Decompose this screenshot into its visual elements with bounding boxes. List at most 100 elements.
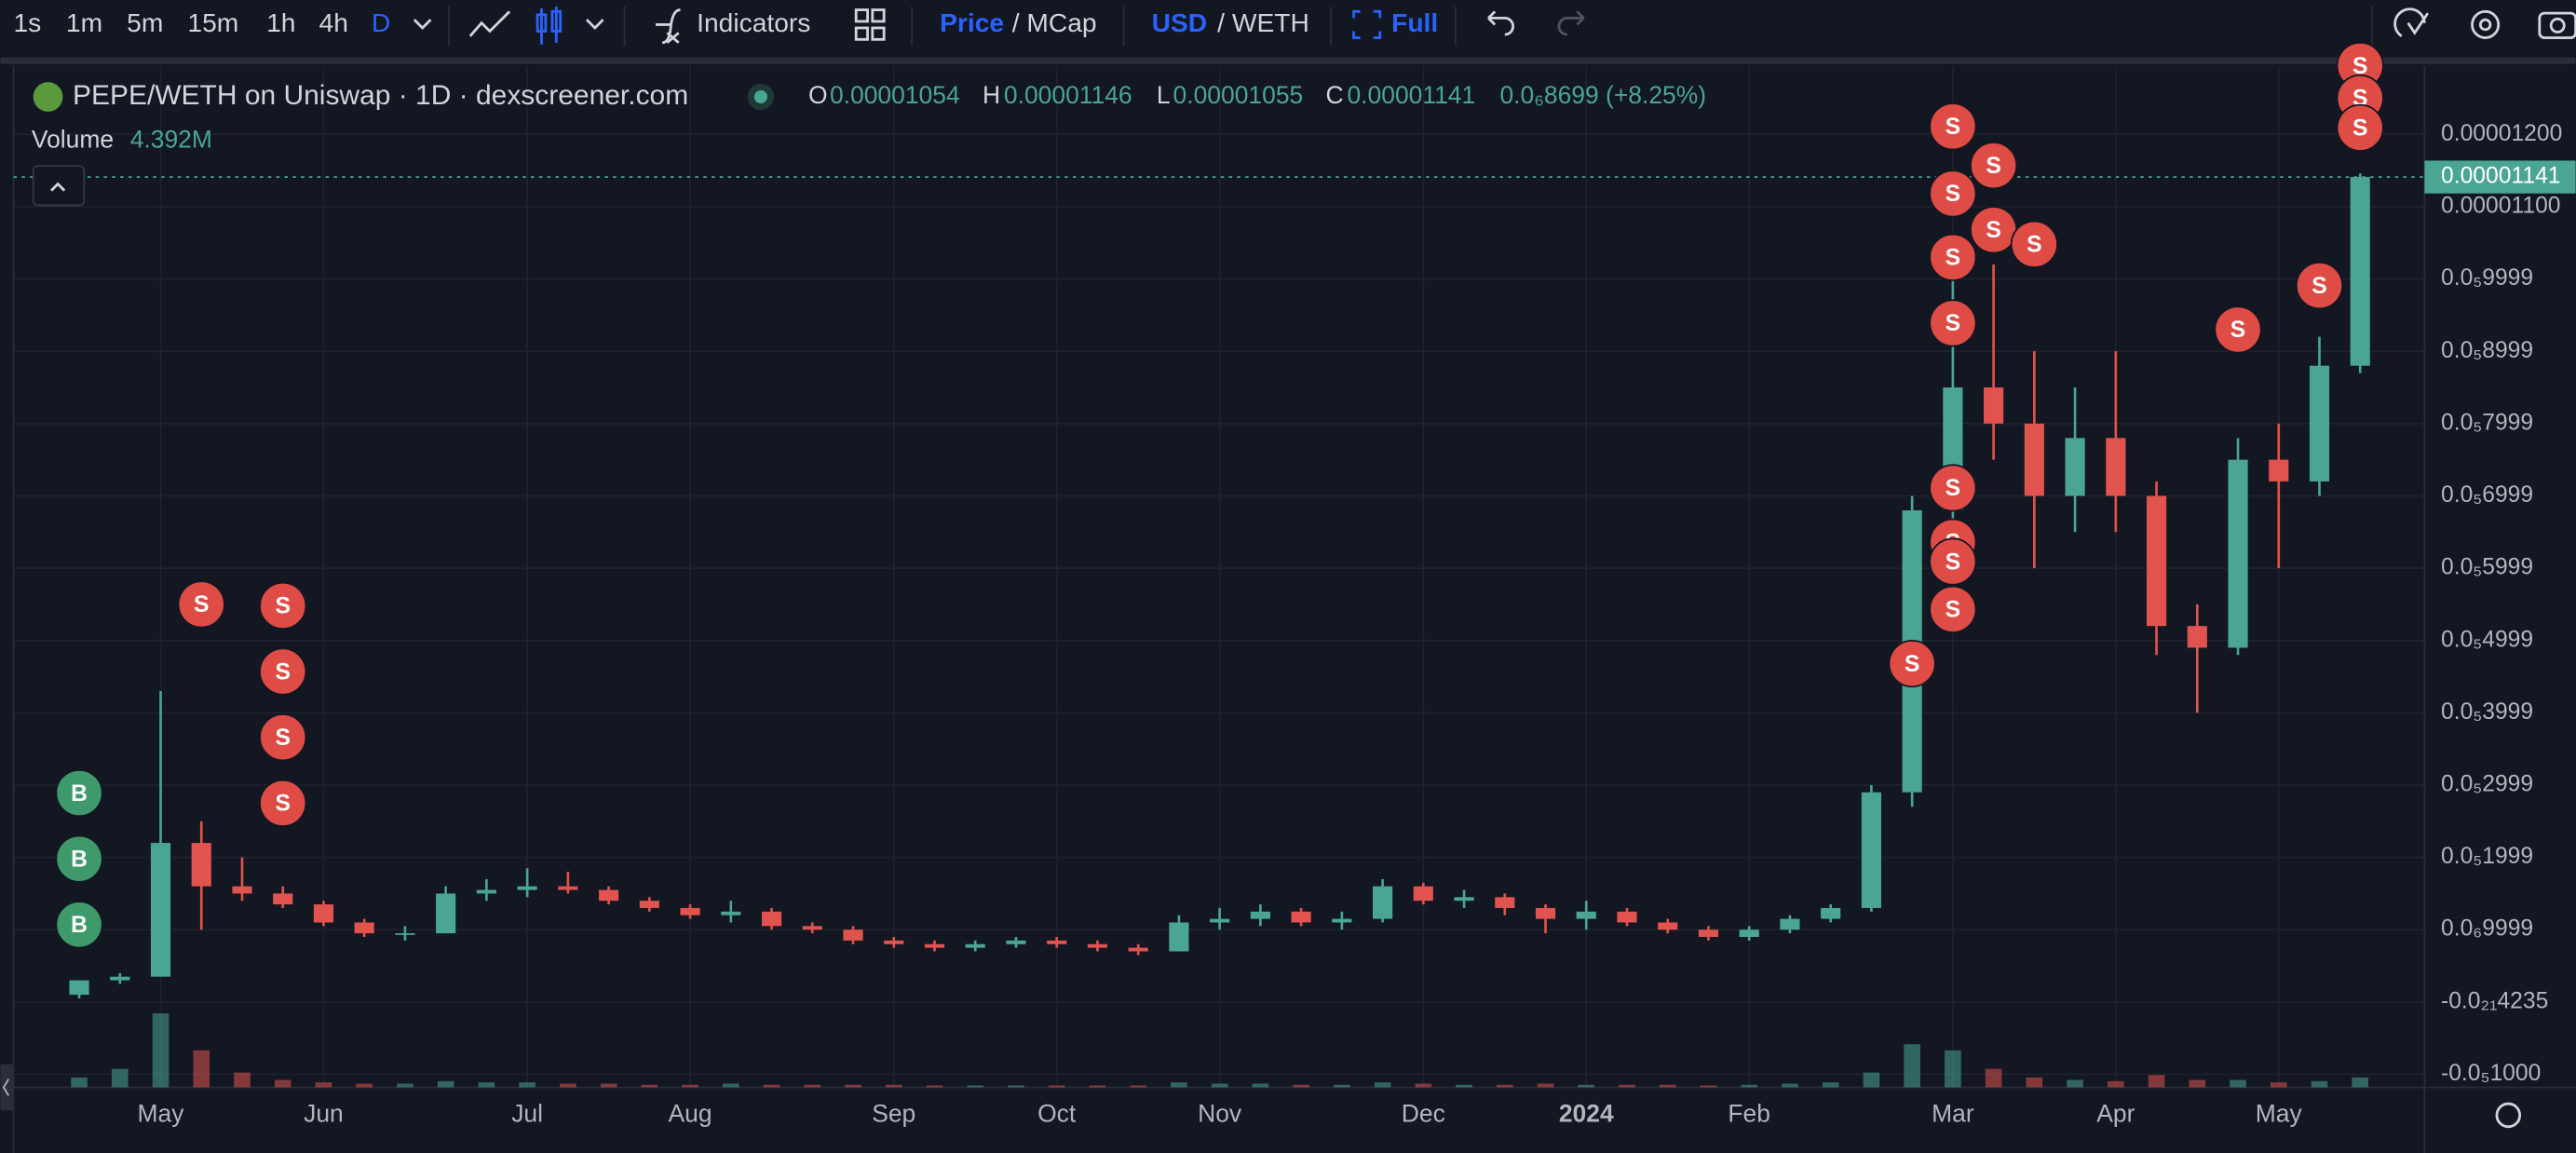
volume-bar bbox=[804, 1084, 821, 1088]
trade-marker-label: S bbox=[275, 594, 290, 619]
token-icon bbox=[33, 82, 63, 112]
trade-marker-label: S bbox=[194, 592, 209, 617]
trade-marker-label: S bbox=[1986, 154, 2000, 179]
candle-body bbox=[1210, 918, 1230, 923]
y-tick-label: -0.0₂₁4235 bbox=[2441, 988, 2548, 1013]
y-tick-label: 0.0₅2999 bbox=[2441, 772, 2533, 797]
interval[interactable]: 1h bbox=[266, 7, 295, 37]
interval[interactable]: 1s bbox=[13, 7, 41, 37]
y-tick-label: 0.00001100 bbox=[2441, 193, 2561, 218]
candle-body bbox=[1698, 929, 1719, 937]
y-tick-label: 0.0₅7999 bbox=[2441, 410, 2533, 435]
fx-icon[interactable] bbox=[656, 8, 681, 45]
trade-marker bbox=[55, 901, 103, 949]
legend: PEPE/WETH on Uniswap · 1D · dexscreener.… bbox=[32, 80, 1706, 207]
volume-bar bbox=[641, 1084, 658, 1088]
side-toggle[interactable] bbox=[0, 1064, 14, 1111]
x-tick-label: Nov bbox=[1198, 1099, 1242, 1127]
alert-icon[interactable] bbox=[2393, 7, 2430, 37]
volume-bar bbox=[2230, 1079, 2246, 1088]
candle-body bbox=[2228, 459, 2248, 648]
x-tick-label: Jul bbox=[511, 1099, 543, 1127]
trade-marker bbox=[55, 834, 103, 883]
x-tick-label: Apr bbox=[2096, 1099, 2135, 1127]
candle-body bbox=[721, 911, 741, 916]
trade-marker bbox=[259, 779, 307, 827]
dropdown[interactable] bbox=[413, 19, 432, 30]
volume-bar bbox=[1048, 1085, 1065, 1088]
icon bbox=[871, 26, 886, 41]
trade-marker bbox=[2214, 305, 2262, 354]
candle-body bbox=[802, 926, 822, 930]
candle-body bbox=[599, 889, 619, 902]
candle-body bbox=[1617, 911, 1637, 923]
full-button[interactable]: Full bbox=[1391, 7, 1438, 37]
volume-bar bbox=[763, 1084, 780, 1088]
candle-body bbox=[1780, 918, 1800, 930]
candle-body bbox=[2106, 438, 2126, 496]
interval[interactable]: D bbox=[372, 7, 390, 37]
layout-icon[interactable] bbox=[854, 8, 886, 41]
usd-toggle[interactable]: USD bbox=[1152, 7, 1208, 37]
interval[interactable]: 1m bbox=[66, 7, 102, 37]
change: 0.0₆8699 (+8.25%) bbox=[1499, 81, 1706, 109]
dropdown[interactable] bbox=[585, 19, 604, 30]
settings-icon[interactable] bbox=[2471, 9, 2501, 39]
trade-marker bbox=[259, 713, 307, 762]
volume-bar bbox=[2148, 1075, 2165, 1088]
candle-body bbox=[1821, 907, 1841, 919]
trade-marker bbox=[1970, 142, 2018, 190]
full-icon[interactable] bbox=[1352, 9, 1382, 39]
volume-bar bbox=[1945, 1050, 1961, 1088]
trade-marker-label: S bbox=[2312, 274, 2326, 299]
indicators[interactable]: Indicators bbox=[697, 7, 810, 37]
trade-marker-label: S bbox=[2352, 116, 2367, 142]
trade-marker-label: S bbox=[2027, 233, 2041, 258]
candle-body bbox=[476, 889, 496, 894]
volume-bar bbox=[1171, 1082, 1187, 1088]
volume-bar bbox=[2108, 1080, 2124, 1088]
volume-bar bbox=[1130, 1085, 1146, 1088]
candle-body bbox=[2309, 365, 2330, 482]
weth-toggle[interactable]: / WETH bbox=[1217, 7, 1309, 37]
x-tick-label: May bbox=[138, 1099, 185, 1127]
candle-body bbox=[558, 886, 578, 890]
line-tool[interactable] bbox=[468, 10, 511, 37]
volume-bar bbox=[600, 1083, 617, 1088]
candle-body bbox=[1291, 911, 1311, 923]
candle-body bbox=[1739, 929, 1759, 937]
price-toggle[interactable]: Price bbox=[940, 7, 1004, 37]
volume-bar bbox=[519, 1082, 536, 1088]
last-price-tag bbox=[2424, 160, 2576, 194]
volume-bar bbox=[1211, 1083, 1228, 1088]
trade-marker-label: S bbox=[2230, 318, 2245, 343]
volume-bar bbox=[926, 1085, 943, 1088]
axis-settings[interactable] bbox=[2495, 1102, 2522, 1129]
x-tick-label: Aug bbox=[669, 1099, 712, 1127]
trade-marker-label: B bbox=[71, 781, 88, 807]
interval[interactable]: 4h bbox=[319, 7, 348, 37]
ohlc-value: 0.00001141 bbox=[1347, 81, 1475, 109]
mcap-toggle[interactable]: / MCap bbox=[1012, 7, 1097, 37]
trade-marker bbox=[1929, 233, 1977, 281]
candle-tool[interactable] bbox=[536, 7, 563, 45]
volume-bar bbox=[1374, 1082, 1391, 1088]
trade-marker-label: S bbox=[275, 726, 290, 751]
candle-body bbox=[761, 911, 782, 927]
volume-bar bbox=[967, 1085, 984, 1088]
volume-bar bbox=[1741, 1084, 1758, 1088]
trade-marker-label: B bbox=[71, 847, 88, 872]
icon bbox=[2549, 17, 2566, 34]
interval[interactable]: 15m bbox=[187, 7, 238, 37]
volume-bar bbox=[2352, 1077, 2369, 1088]
trade-marker bbox=[1888, 639, 1936, 688]
undo[interactable] bbox=[1487, 10, 1515, 36]
trade-marker-label: S bbox=[1986, 218, 2000, 243]
interval[interactable]: 5m bbox=[127, 7, 163, 37]
volume-bar bbox=[1985, 1068, 2002, 1088]
toolbar: 1s 1m 5m 15m 1h 4h D Indicators Price / … bbox=[13, 7, 2576, 47]
y-tick-label: 0.0₅4999 bbox=[2441, 627, 2533, 652]
candle-body bbox=[1372, 886, 1393, 919]
redo[interactable] bbox=[1557, 10, 1585, 36]
volume-bar bbox=[1415, 1083, 1432, 1088]
